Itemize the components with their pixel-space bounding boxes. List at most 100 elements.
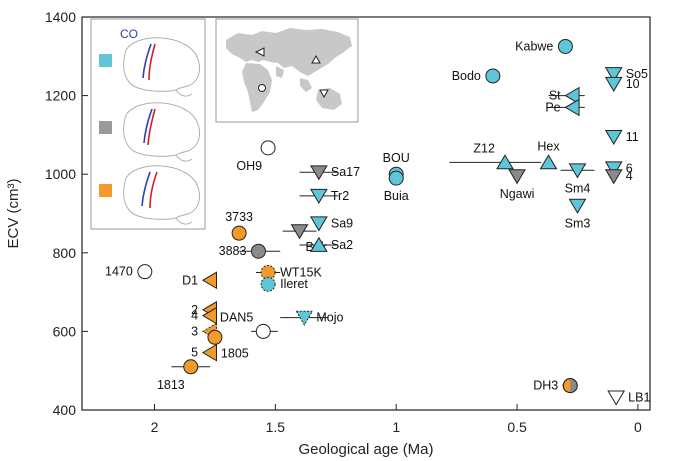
point-label: Sm4 [565,181,591,195]
marker-outline [562,378,578,394]
x-tick-label: 1 [392,419,400,435]
point-3733: 3733 [225,210,253,241]
map-marker-asia [311,54,321,64]
point-label: 1813 [157,378,185,392]
point-label: Z12 [473,141,495,155]
marker [568,163,587,179]
marker [255,323,271,339]
y-tick-label: 1200 [45,88,76,104]
marker [496,154,514,170]
gray-swatch [99,121,112,134]
point-label: 4 [191,309,198,323]
marker [295,310,314,326]
marker [309,236,328,252]
point-wt15k: WT15K [256,264,322,280]
marker [137,264,153,280]
point-sa9: Sa9 [309,216,353,232]
point-1470: 1470 [105,264,153,280]
central-sulcus-3 [141,171,151,207]
point-sa2: Sa2 [299,236,353,252]
point-hex: Hex [537,139,560,170]
point-label: Mojo [316,311,343,325]
x-tick-label: 0 [634,419,642,435]
point-3883: 3883 [219,243,281,259]
point-label: Hex [537,139,560,153]
marker [260,276,276,292]
point-label: Tr2 [331,189,349,203]
point-label: WT15K [280,265,322,279]
point-label: LB1 [628,390,650,404]
point-d1: D1 [182,271,218,290]
co-label: CO [120,27,138,41]
marker [250,243,266,259]
map-marker-west [254,47,265,57]
point-label: BOU [383,151,410,165]
point-label: 1470 [105,265,133,279]
map-marker-africa [258,84,266,92]
point-tr2: Tr2 [299,188,349,205]
y-tick-label: 1000 [45,166,76,182]
x-tick-label: 1.5 [266,419,286,435]
point-dan5: DAN5 [220,310,278,339]
point-label: 3883 [219,244,247,258]
point-label: DAN5 [220,310,253,324]
marker [309,165,328,181]
marker [183,359,199,375]
point-label: Buia [384,189,409,203]
precentral-sulcus-1 [148,43,156,81]
point-10: 10 [604,77,640,92]
point-label: D1 [182,273,198,287]
marker-half [570,378,578,393]
point-label: 10 [626,77,640,91]
point-label: Ngawi [500,187,535,201]
marker [309,188,328,205]
marker [201,271,218,290]
point-1813: 1813 [157,359,211,392]
point-kabwe: Kabwe [515,38,573,54]
precentral-sulcus-3 [149,171,158,209]
point-label: OH9 [236,159,262,173]
central-sulcus-1 [142,43,152,79]
point-label: Pe [545,100,560,114]
point-sa17: Sa17 [299,165,360,181]
marker [201,306,218,325]
central-sulcus-2 [143,108,153,144]
point-label: 2 [191,303,198,317]
point-label: Sm3 [565,217,591,231]
point-sm3: Sm3 [565,198,591,231]
point-1805: 1805 [207,329,249,360]
point-label: Sa9 [331,216,353,230]
point-label: Sa2 [331,238,353,252]
point-5: 5 [191,343,218,362]
marker [207,329,223,345]
marker [604,129,623,146]
point-label: So5 [626,67,648,81]
marker [508,169,526,185]
x-tick-label: 0.5 [507,419,527,435]
map-marker-indonesia [319,89,329,99]
point-11: 11 [604,129,639,146]
point-label: 4 [626,169,633,183]
point-4: 4 [604,169,633,185]
precentral-sulcus-2 [147,108,156,146]
point-label: 6 [626,161,633,175]
x-axis-title: Geological age (Ma) [298,441,433,458]
marker [568,198,587,214]
point-bodo: Bodo [452,68,501,84]
point-mojo: Mojo [280,310,344,326]
point-label: 3 [191,324,198,338]
point-ngawi: Ngawi [500,169,535,201]
point-ileret: Ileret [260,276,308,292]
y-tick-label: 1400 [45,9,76,25]
point-so5: So5 [604,67,648,83]
point-st: St [548,86,585,105]
marker [231,225,247,241]
marker [201,343,218,362]
plot-frame [81,16,651,411]
point-label: St [549,89,561,103]
point-pe: Pe [545,98,585,117]
marker [539,154,558,170]
marker [309,216,328,232]
point-label: Ileret [280,277,308,291]
